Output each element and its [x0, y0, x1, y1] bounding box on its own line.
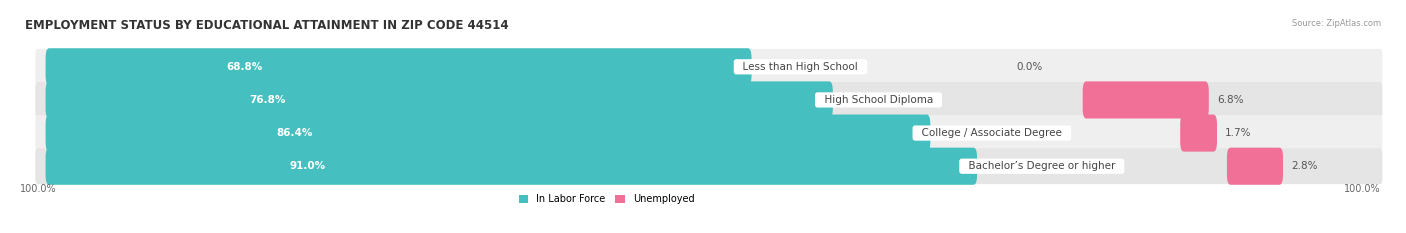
FancyBboxPatch shape — [1083, 81, 1209, 119]
Legend: In Labor Force, Unemployed: In Labor Force, Unemployed — [519, 194, 695, 204]
Text: 100.0%: 100.0% — [1344, 184, 1381, 194]
Text: 86.4%: 86.4% — [277, 128, 314, 138]
FancyBboxPatch shape — [45, 81, 832, 119]
Text: 91.0%: 91.0% — [290, 161, 326, 171]
Text: High School Diploma: High School Diploma — [818, 95, 939, 105]
FancyBboxPatch shape — [1180, 114, 1218, 152]
FancyBboxPatch shape — [45, 48, 752, 85]
Text: 1.7%: 1.7% — [1225, 128, 1251, 138]
Text: 6.8%: 6.8% — [1218, 95, 1243, 105]
Text: 76.8%: 76.8% — [249, 95, 285, 105]
FancyBboxPatch shape — [35, 49, 1382, 85]
Text: Bachelor’s Degree or higher: Bachelor’s Degree or higher — [962, 161, 1122, 171]
FancyBboxPatch shape — [1227, 148, 1284, 185]
FancyBboxPatch shape — [45, 114, 931, 152]
FancyBboxPatch shape — [35, 115, 1382, 151]
Text: 100.0%: 100.0% — [20, 184, 56, 194]
Text: EMPLOYMENT STATUS BY EDUCATIONAL ATTAINMENT IN ZIP CODE 44514: EMPLOYMENT STATUS BY EDUCATIONAL ATTAINM… — [25, 19, 509, 32]
FancyBboxPatch shape — [35, 148, 1382, 184]
Text: 2.8%: 2.8% — [1291, 161, 1317, 171]
FancyBboxPatch shape — [45, 148, 977, 185]
FancyBboxPatch shape — [35, 82, 1382, 118]
Text: College / Associate Degree: College / Associate Degree — [915, 128, 1069, 138]
Text: Less than High School: Less than High School — [737, 62, 865, 72]
Text: 0.0%: 0.0% — [1017, 62, 1043, 72]
Text: Source: ZipAtlas.com: Source: ZipAtlas.com — [1292, 19, 1381, 28]
Text: 68.8%: 68.8% — [226, 62, 263, 72]
